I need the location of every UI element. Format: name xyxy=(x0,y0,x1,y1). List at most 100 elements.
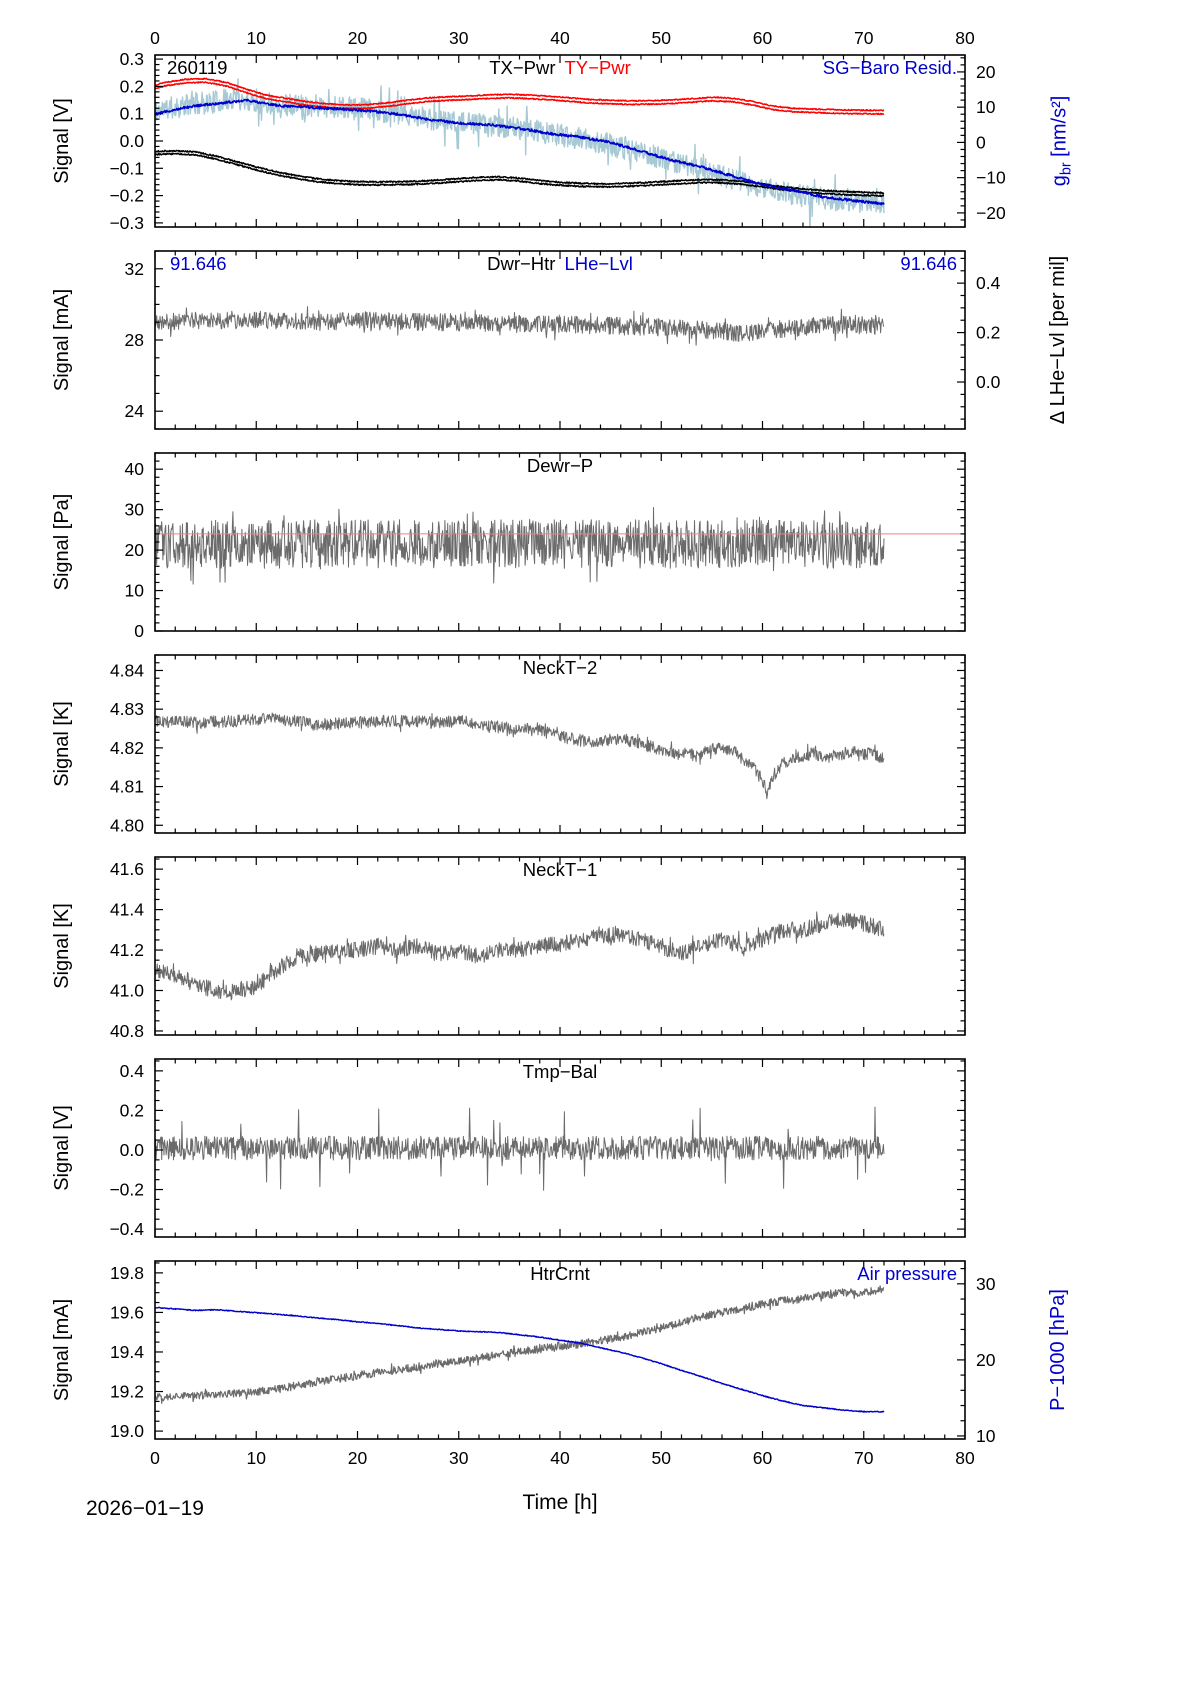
series-dwr_htr xyxy=(155,306,885,346)
tick-labels: 4.80 4.81 4.82 4.83 4.84 xyxy=(110,660,144,835)
y2-tick-label: 20 xyxy=(976,62,996,82)
x-tick-label: 30 xyxy=(449,28,469,48)
series-group xyxy=(155,306,885,346)
panel4-y-axis-label: Signal [K] xyxy=(51,701,73,787)
dewr-p-label: Dewr−P xyxy=(526,455,594,476)
panel5-y-axis-label: Signal [K] xyxy=(51,903,73,989)
series-baro_resid xyxy=(155,98,885,206)
x-tick-label: 80 xyxy=(955,28,975,48)
y2-tick-label: 0.2 xyxy=(976,323,1000,343)
y-tick-label: 4.84 xyxy=(110,660,144,680)
panel-border xyxy=(154,1058,966,1238)
panel3-y-axis-label: Signal [Pa] xyxy=(51,493,73,591)
panel4-title: NeckT−2 xyxy=(523,657,598,678)
y-tick-label: 41.2 xyxy=(110,940,144,960)
y-tick-label: 4.80 xyxy=(110,815,144,835)
panel6-title: Tmp−Bal xyxy=(523,1061,598,1082)
series-group xyxy=(155,712,885,800)
y-tick-label: 4.82 xyxy=(110,738,144,758)
tick-labels: 19.0 19.2 19.4 19.6 19.8 10 20 30 0 10 20 30 40 50 60 7… xyxy=(110,1263,996,1468)
y-tick-label: −0.2 xyxy=(109,1180,144,1200)
series-group xyxy=(155,911,885,1001)
tick-marks xyxy=(154,654,966,834)
y2-tick-label: 10 xyxy=(976,1426,996,1446)
y-tick-label: −0.3 xyxy=(109,213,144,233)
panel6-y-axis-label: Signal [V] xyxy=(51,1105,73,1191)
ty-pwr-label: TY−Pwr xyxy=(564,57,631,78)
panel-dewr-p: 0 10 20 30 40 xyxy=(125,452,966,641)
panel-border xyxy=(154,452,966,632)
panel2-y-axis-label: Signal [mA] xyxy=(51,288,73,392)
panel1-y-axis-label: Signal [V] xyxy=(51,98,73,184)
panel1-baro-legend: SG−Baro Resid. xyxy=(822,57,957,78)
panel2-right-axis-label: Δ LHe−Lvl [per mil] xyxy=(1047,255,1069,425)
panel1-right-axis-label: gbr [nm/s²] xyxy=(1049,96,1076,187)
y-tick-label: 41.6 xyxy=(110,859,144,879)
y-tick-label: −0.4 xyxy=(109,1219,144,1239)
y-tick-label: 19.4 xyxy=(110,1342,144,1362)
panel7-title: HtrCrnt xyxy=(530,1263,590,1284)
series-group xyxy=(155,1285,885,1413)
series-neckt2 xyxy=(155,712,885,800)
panel-htr-crnt: 19.0 19.2 19.4 19.6 19.8 10 20 30 0 10 20 30 40 50 60 7… xyxy=(110,1260,996,1468)
panel3-title: Dewr−P xyxy=(526,455,594,476)
panel-background xyxy=(155,251,965,429)
gbr-label-unit: [nm/s²] xyxy=(1048,95,1071,163)
panel1-title: TX−Pwr TY−Pwr xyxy=(489,57,631,78)
x-tick-label: 70 xyxy=(854,28,874,48)
panel2-title: Dwr−Htr LHe−Lvl xyxy=(487,253,633,274)
series-air_pressure xyxy=(155,1306,885,1413)
y2-tick-label: 10 xyxy=(976,97,996,117)
lhe-level-value-left: 91.646 xyxy=(170,253,227,274)
panel7-y-axis-label: Signal [mA] xyxy=(51,1298,73,1402)
series-tx_pwr_lower xyxy=(155,152,885,198)
y-tick-label: 4.81 xyxy=(110,777,144,797)
panel-neckt-1: 40.8 41.0 41.2 41.4 41.6 xyxy=(110,856,966,1041)
tick-labels: 24 28 32 0.0 0.2 0.4 xyxy=(125,259,1001,421)
tick-labels: 40.8 41.0 41.2 41.4 41.6 xyxy=(110,859,144,1041)
dwr-htr-label: Dwr−Htr xyxy=(487,253,556,274)
panel-border xyxy=(154,250,966,430)
series-ty_pwr_lower xyxy=(155,81,885,116)
y-tick-label: 0.2 xyxy=(120,1100,144,1120)
y-tick-label: 28 xyxy=(125,330,144,350)
y2-tick-label: −20 xyxy=(976,203,1006,223)
panel-tmp-bal: −0.4 −0.2 0.0 0.2 0.4 xyxy=(109,1058,966,1239)
x-tick-label: 10 xyxy=(247,28,267,48)
series-neckt1 xyxy=(155,911,885,1001)
y-tick-label: −0.1 xyxy=(109,158,144,178)
y-tick-label: 41.4 xyxy=(110,900,144,920)
panel-neckt-2: 4.80 4.81 4.82 4.83 4.84 xyxy=(110,654,966,835)
y-tick-label: 40.8 xyxy=(110,1021,144,1041)
y-tick-label: 0.0 xyxy=(120,1140,145,1160)
series-htr_crnt xyxy=(155,1285,885,1404)
y2-tick-label: 30 xyxy=(976,1274,996,1294)
panel-pwr-baro: −0.3 −0.2 −0.1 0.0 0.1 0.2 0.3 −20 −10 0 10 20 0 10 20… xyxy=(109,28,1006,233)
panel5-title: NeckT−1 xyxy=(522,859,598,880)
y-tick-label: 0.4 xyxy=(120,1061,145,1081)
y-tick-label: 19.8 xyxy=(110,1263,144,1283)
y2-tick-label: 20 xyxy=(976,1350,996,1370)
tick-labels: 0 10 20 30 40 xyxy=(125,459,145,641)
neckt-1-label: NeckT−1 xyxy=(522,859,598,880)
x-tick-label: 10 xyxy=(247,1448,267,1468)
y-tick-label: 40 xyxy=(125,459,145,479)
x-tick-label: 60 xyxy=(753,28,773,48)
panel7-right-axis-label: P−1000 [hPa] xyxy=(1047,1289,1069,1411)
y-tick-label: 0 xyxy=(134,621,144,641)
panel-border xyxy=(154,54,966,228)
x-tick-label: 20 xyxy=(348,1448,368,1468)
x-tick-label: 40 xyxy=(550,1448,570,1468)
tick-labels: −0.3 −0.2 −0.1 0.0 0.1 0.2 0.3 −20 −10 0 10 20 0 10 20… xyxy=(109,28,1006,233)
y2-tick-label: 0.0 xyxy=(976,372,1001,392)
y2-tick-label: −10 xyxy=(976,168,1006,188)
x-tick-label: 50 xyxy=(652,1448,672,1468)
y-tick-label: 30 xyxy=(125,500,145,520)
y-tick-label: 41.0 xyxy=(110,981,144,1001)
x-tick-label: 60 xyxy=(753,1448,773,1468)
y2-tick-label: 0 xyxy=(976,132,986,152)
x-axis-label: Time [h] xyxy=(522,1491,598,1514)
panel-dwr-htr: 24 28 32 0.0 0.2 0.4 xyxy=(125,250,1001,430)
y-tick-label: 19.2 xyxy=(110,1382,144,1402)
